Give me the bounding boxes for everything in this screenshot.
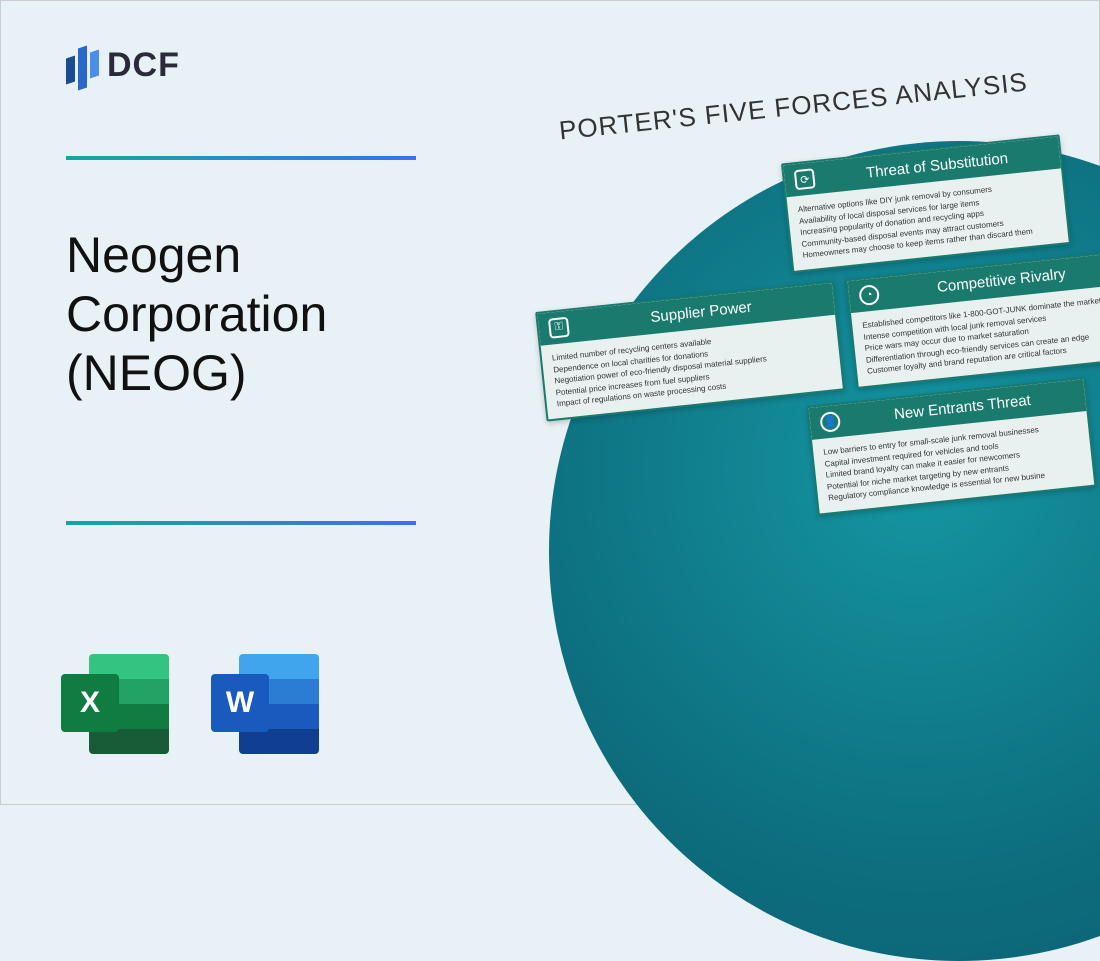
excel-letter: X bbox=[61, 674, 119, 732]
logo-bars-icon bbox=[66, 41, 99, 89]
analysis-title: PORTER'S FIVE FORCES ANALYSIS bbox=[558, 66, 1029, 146]
user-icon: 👤 bbox=[819, 411, 841, 433]
file-icons: X W bbox=[61, 654, 321, 754]
excel-icon: X bbox=[61, 654, 171, 754]
refresh-icon: ⟳ bbox=[794, 168, 816, 190]
card-substitution: ⟳ Threat of Substitution Alternative opt… bbox=[781, 134, 1071, 273]
divider-bottom bbox=[66, 521, 416, 525]
pie-icon: ◔ bbox=[858, 284, 880, 306]
logo-text: DCF bbox=[107, 46, 180, 85]
word-icon: W bbox=[211, 654, 321, 754]
divider-top bbox=[66, 156, 416, 160]
key-icon: ⚿ bbox=[548, 317, 570, 339]
cards-group: ⟳ Threat of Substitution Alternative opt… bbox=[522, 126, 1100, 555]
card-supplier: ⚿ Supplier Power Limited number of recyc… bbox=[535, 281, 845, 422]
word-letter: W bbox=[211, 674, 269, 732]
card-rivalry: ◔ Competitive Rivalry Established compet… bbox=[845, 250, 1100, 389]
logo: DCF bbox=[66, 41, 180, 89]
company-title: Neogen Corporation (NEOG) bbox=[66, 226, 486, 403]
page-title: Neogen Corporation (NEOG) bbox=[66, 226, 486, 403]
card-entrants: 👤 New Entrants Threat Low barriers to en… bbox=[806, 377, 1096, 516]
